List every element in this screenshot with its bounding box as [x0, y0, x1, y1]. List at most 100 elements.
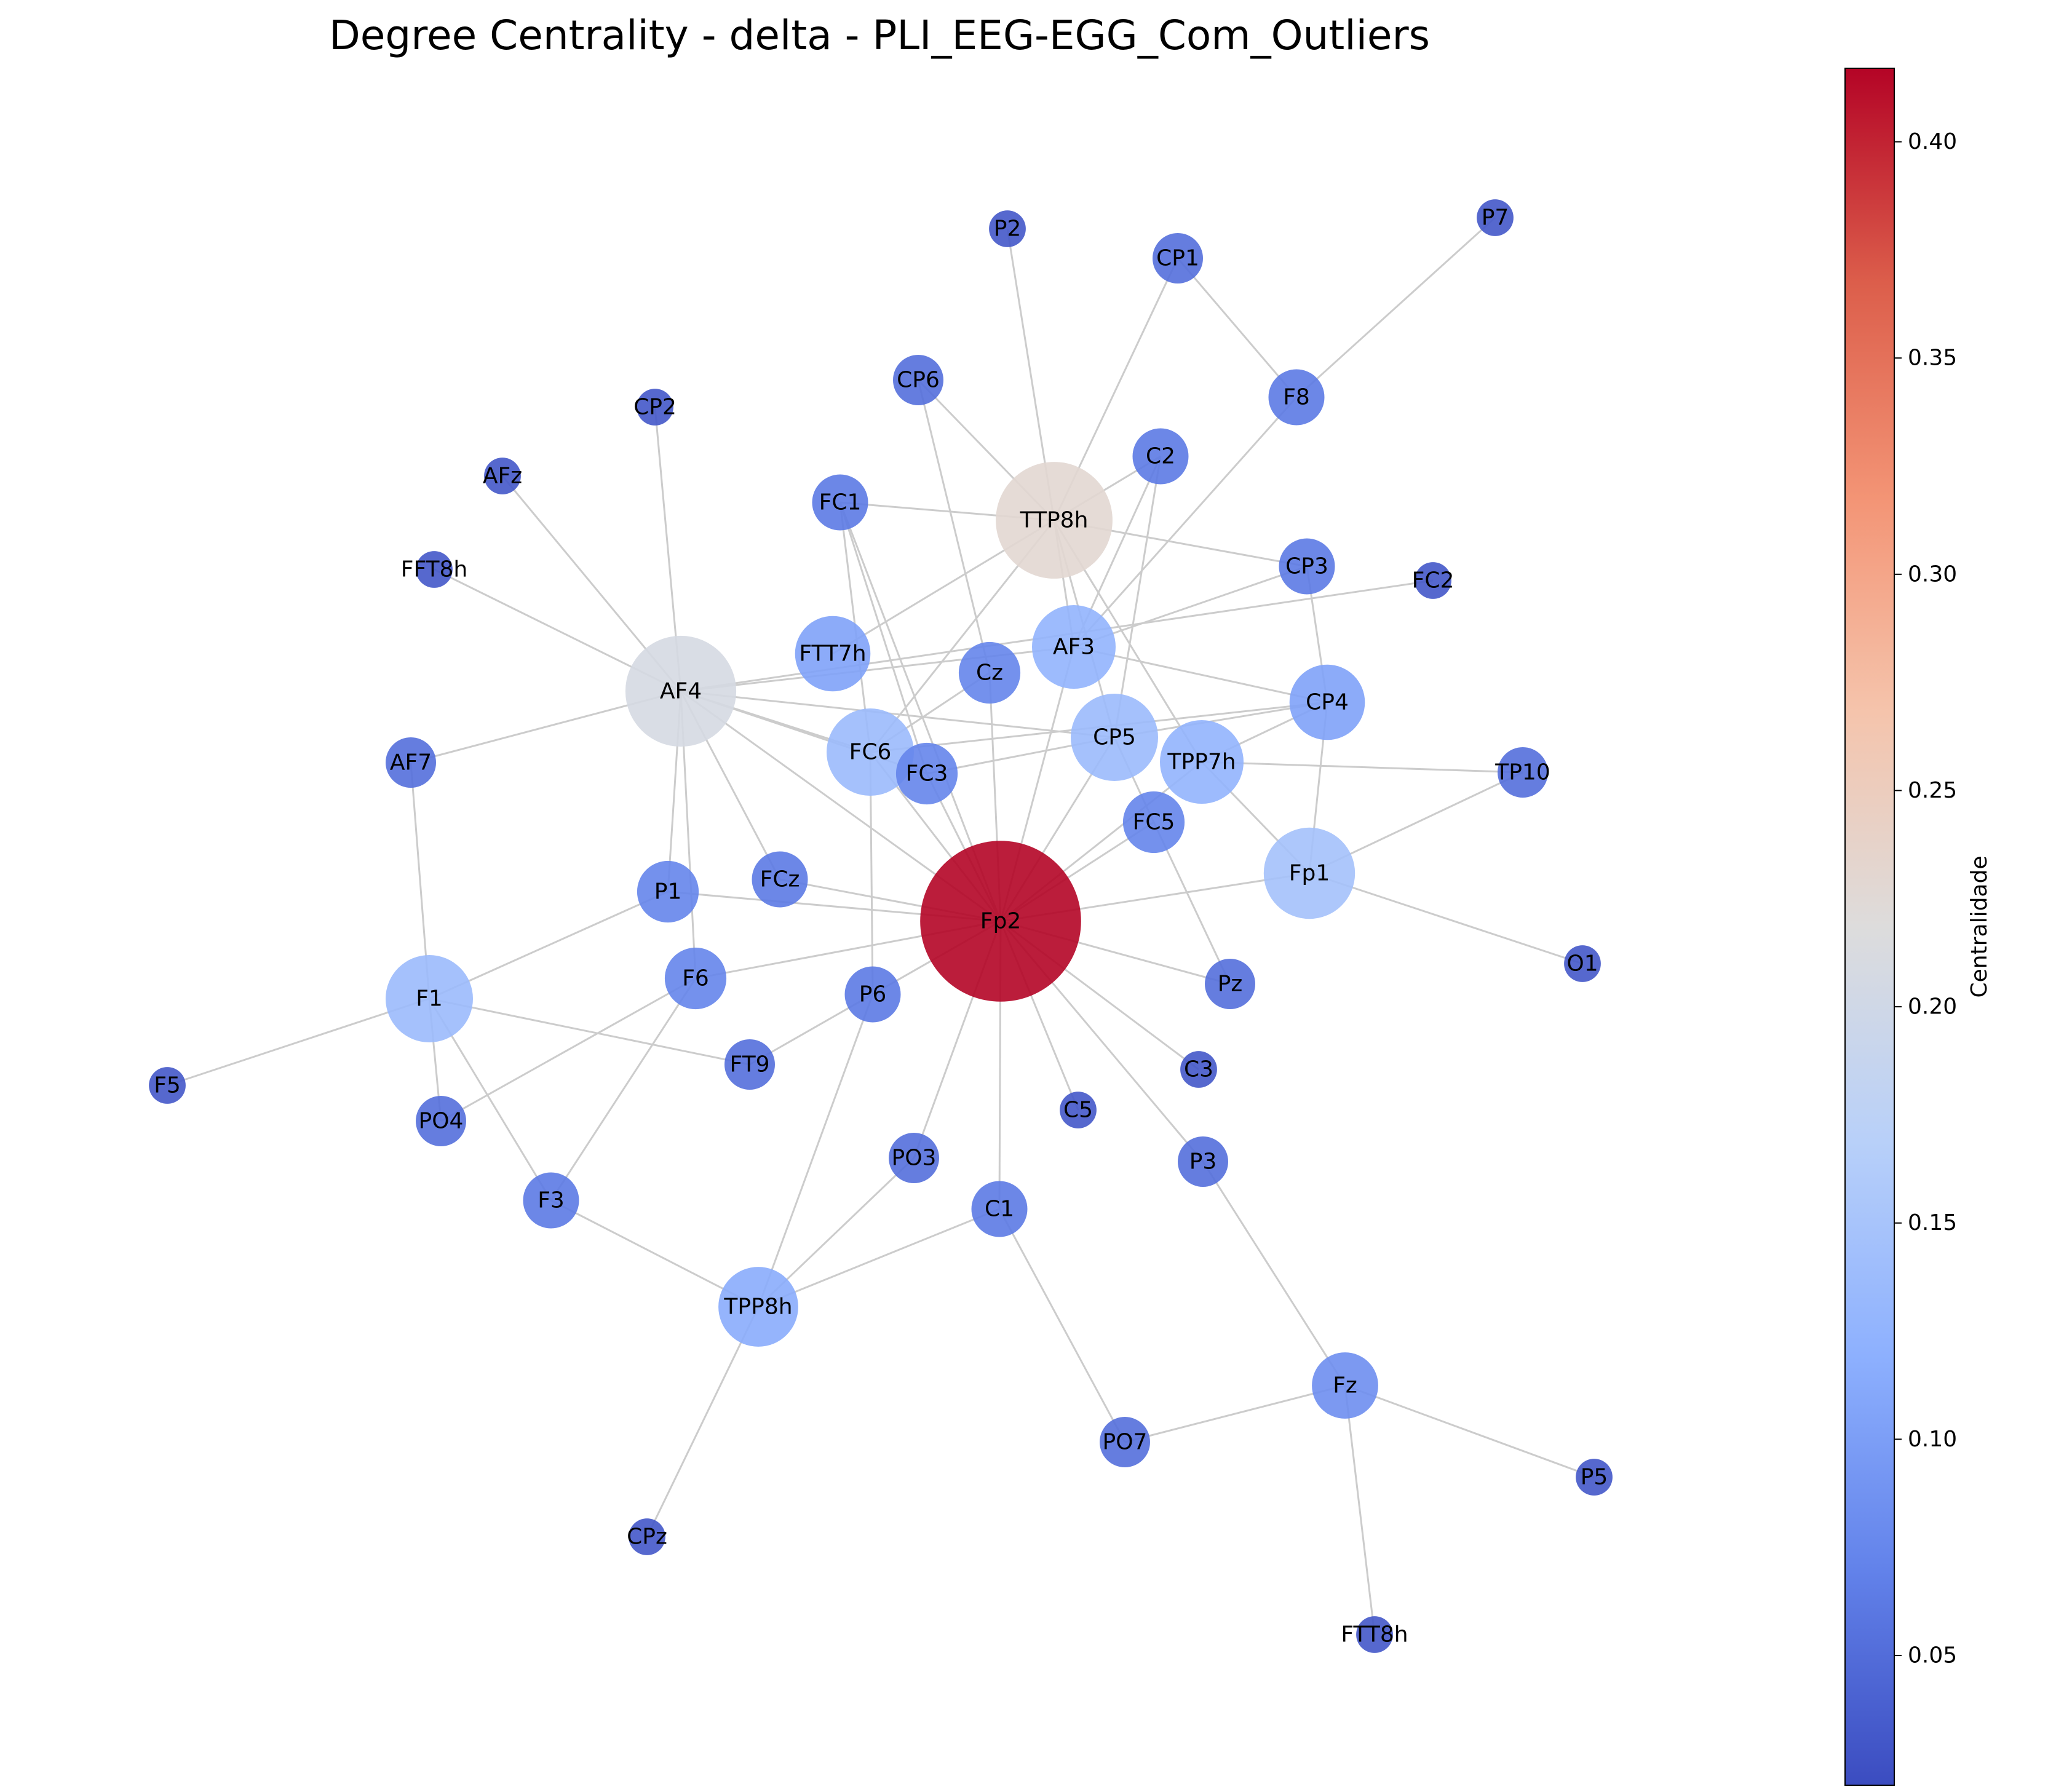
node-Pz: Pz	[1205, 959, 1255, 1009]
node-circle-Pz	[1205, 959, 1255, 1009]
colorbar-tick-label: 0.15	[1908, 1210, 1957, 1235]
node-Fp1: Fp1	[1263, 827, 1355, 919]
node-label-FC6: FC6	[849, 740, 892, 765]
node-circle-FTT8h	[1356, 1616, 1393, 1653]
node-circle-AF4	[625, 635, 737, 747]
node-TPP7h: TPP7h	[1160, 720, 1244, 804]
node-circle-AF7	[386, 737, 436, 788]
node-circle-P6	[844, 966, 901, 1023]
node-circle-P5	[1576, 1459, 1613, 1496]
node-FC2: FC2	[1412, 562, 1455, 599]
node-label-AFz: AFz	[483, 464, 522, 489]
node-CP4: CP4	[1289, 664, 1365, 740]
node-circle-CP2	[637, 389, 673, 426]
node-label-CP1: CP1	[1156, 246, 1199, 271]
node-circle-C1	[971, 1181, 1028, 1237]
node-circle-PO7	[1100, 1417, 1150, 1467]
node-P5: P5	[1576, 1459, 1613, 1496]
node-FCz: FCz	[752, 851, 808, 908]
node-label-P6: P6	[859, 982, 887, 1007]
node-P6: P6	[844, 966, 901, 1023]
node-label-P5: P5	[1581, 1465, 1608, 1490]
node-CP6: CP6	[893, 355, 943, 405]
edge-F8-P7	[1295, 216, 1496, 398]
edge-PO7-Fz	[1124, 1384, 1346, 1443]
node-FC6: FC6	[827, 708, 914, 796]
node-circle-AF3	[1032, 605, 1116, 689]
node-label-FT9: FT9	[730, 1052, 770, 1077]
node-circle-C2	[1132, 428, 1189, 485]
node-label-PO4: PO4	[419, 1109, 464, 1134]
node-label-PO7: PO7	[1103, 1430, 1148, 1455]
node-circle-P3	[1178, 1136, 1228, 1187]
node-P2: P2	[989, 210, 1026, 247]
colorbar-tick-label: 0.40	[1908, 129, 1957, 154]
edge-AF3-F8	[1073, 397, 1298, 648]
edge-P3-Fz	[1202, 1161, 1346, 1386]
node-CP3: CP3	[1279, 538, 1335, 595]
node-C5: C5	[1060, 1092, 1097, 1128]
edge-F6-F3	[550, 978, 697, 1201]
node-P7: P7	[1477, 199, 1514, 236]
node-O1: O1	[1564, 945, 1601, 982]
node-circle-Cz	[958, 641, 1021, 704]
node-label-C2: C2	[1146, 444, 1175, 469]
colorbar-tick-label: 0.30	[1908, 561, 1957, 587]
node-F6: F6	[664, 947, 727, 1010]
node-AF3: AF3	[1032, 605, 1116, 689]
node-circle-TTP8h	[996, 462, 1113, 579]
edge-CP5-C2	[1113, 456, 1162, 738]
node-label-P1: P1	[654, 879, 682, 905]
node-AFz: AFz	[483, 458, 522, 494]
node-F5: F5	[149, 1067, 186, 1104]
node-label-F1: F1	[416, 986, 443, 1012]
node-circle-CPz	[629, 1518, 665, 1555]
node-CP5: CP5	[1071, 694, 1158, 781]
colorbar: 0.05 0.10 0.15 0.20 0.25 0.30 0.35 0.40 Central…	[1844, 68, 1992, 1786]
node-circle-Fp2	[920, 841, 1081, 1002]
node-PO3: PO3	[889, 1133, 939, 1183]
node-TP10: TP10	[1494, 747, 1550, 798]
node-label-TTP8h: TTP8h	[1020, 508, 1089, 533]
node-circle-C5	[1060, 1092, 1097, 1128]
node-label-TP10: TP10	[1494, 760, 1550, 785]
node-circle-CP3	[1279, 538, 1335, 595]
node-label-Fp1: Fp1	[1289, 861, 1330, 886]
node-C1: C1	[971, 1181, 1028, 1237]
edge-C1-PO7	[998, 1208, 1126, 1443]
node-FTT8h: FTT8h	[1341, 1616, 1408, 1653]
node-AF7: AF7	[386, 737, 436, 788]
node-circle-TPP8h	[718, 1267, 798, 1347]
node-label-C1: C1	[985, 1197, 1014, 1222]
node-circle-TP10	[1498, 747, 1548, 798]
node-label-FTT8h: FTT8h	[1341, 1622, 1408, 1647]
node-circle-Fz	[1312, 1352, 1378, 1419]
node-label-FC2: FC2	[1412, 568, 1455, 593]
node-circle-P2	[989, 210, 1026, 247]
node-CPz: CPz	[627, 1518, 667, 1555]
node-circle-CP6	[893, 355, 943, 405]
colorbar-bar	[1844, 68, 1895, 1786]
node-circle-CP4	[1289, 664, 1365, 740]
edge-Fz-P5	[1344, 1384, 1595, 1478]
edge-TPP7h-TP10	[1201, 761, 1523, 774]
node-Cz: Cz	[958, 641, 1021, 704]
graph-edges	[167, 216, 1595, 1635]
node-label-Cz: Cz	[976, 660, 1003, 686]
node-CP2: CP2	[633, 389, 677, 426]
node-FC3: FC3	[895, 742, 958, 805]
edge-TPP8h-P6	[757, 994, 874, 1307]
node-label-FC3: FC3	[906, 761, 948, 787]
node-label-CP2: CP2	[633, 395, 677, 420]
node-circle-FCz	[752, 851, 808, 908]
node-F1: F1	[386, 955, 473, 1042]
node-label-Fp2: Fp2	[980, 909, 1021, 934]
edge-F1-FT9	[429, 997, 750, 1066]
chart-title: Degree Centrality - delta - PLI_EEG-EGG_…	[329, 12, 1430, 59]
colorbar-tick-label: 0.25	[1908, 778, 1957, 803]
edge-TPP8h-C1	[758, 1208, 1000, 1308]
node-C3: C3	[1180, 1051, 1217, 1088]
node-FT9: FT9	[724, 1039, 775, 1090]
node-label-Fz: Fz	[1333, 1373, 1357, 1398]
